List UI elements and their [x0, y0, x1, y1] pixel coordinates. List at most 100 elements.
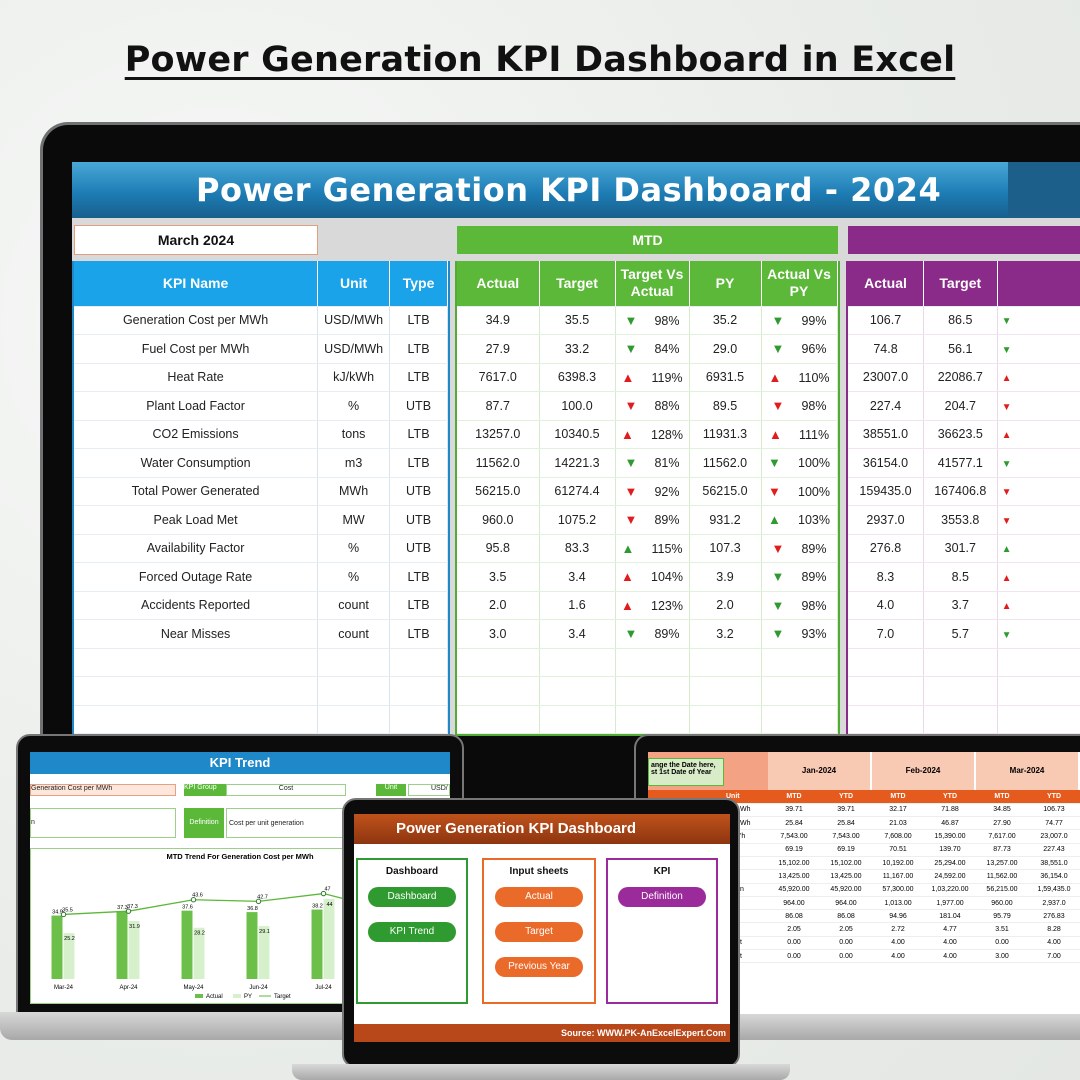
value-cell[interactable]: 15,102.00: [768, 856, 820, 871]
value-cell[interactable]: 46.87: [924, 816, 976, 831]
value-cell[interactable]: 56,215.00: [976, 883, 1028, 897]
value-cell[interactable]: 2.05: [820, 922, 872, 937]
value-cell[interactable]: 74.77: [1028, 816, 1080, 831]
value-cell[interactable]: 36,154.0: [1028, 869, 1080, 884]
kpi-name-cell: CO2 Emissions: [74, 420, 319, 449]
value-cell[interactable]: 1,977.00: [924, 896, 976, 911]
table-row: Forced Outage Rate% LTB: [74, 562, 448, 592]
value-cell[interactable]: 7,608.00: [872, 829, 924, 844]
value-cell[interactable]: 10,192.00: [872, 856, 924, 871]
mtd-target-cell: 3.4: [539, 619, 616, 649]
value-cell[interactable]: 94.96: [872, 909, 924, 924]
triangle-down-icon: ▼: [771, 597, 785, 613]
value-cell[interactable]: 3.00: [976, 949, 1028, 964]
value-cell[interactable]: 4.00: [872, 936, 924, 951]
value-cell[interactable]: 13,425.00: [820, 869, 872, 884]
value-cell[interactable]: 15,102.00: [820, 856, 872, 871]
value-cell[interactable]: 0.00: [820, 936, 872, 951]
value-cell[interactable]: 1,59,435.0: [1028, 883, 1080, 897]
avp-value: 93%: [801, 627, 827, 642]
value-cell[interactable]: 38,551.0: [1028, 856, 1080, 871]
value-cell[interactable]: 45,920.00: [820, 883, 872, 897]
value-cell[interactable]: 2.72: [872, 922, 924, 937]
value-cell[interactable]: 21.03: [872, 816, 924, 831]
x-tick-label: Jun-24: [249, 985, 268, 991]
mtd-tva-cell: ▼ 98%: [615, 306, 690, 335]
triangle-down-icon: ▼: [624, 398, 638, 414]
value-cell[interactable]: 69.19: [768, 843, 820, 857]
value-cell[interactable]: 7,543.00: [820, 829, 872, 844]
value-cell[interactable]: 181.04: [924, 909, 976, 924]
value-cell[interactable]: 15,390.00: [924, 829, 976, 844]
unit-cell: %: [317, 562, 391, 592]
value-cell[interactable]: 106.73: [1028, 803, 1080, 818]
value-cell[interactable]: 57,300.00: [872, 883, 924, 897]
value-cell[interactable]: 8.28: [1028, 922, 1080, 937]
value-cell[interactable]: 11,562.00: [976, 869, 1028, 884]
value-cell[interactable]: 4.00: [1028, 936, 1080, 951]
value-cell[interactable]: 11,167.00: [872, 869, 924, 884]
value-cell[interactable]: 7,617.00: [976, 829, 1028, 844]
value-cell[interactable]: 4.00: [924, 936, 976, 951]
value-cell[interactable]: 45,920.00: [768, 883, 820, 897]
legend-actual: Actual: [206, 994, 223, 1000]
value-cell[interactable]: 2.05: [768, 922, 820, 937]
value-cell[interactable]: 0.00: [768, 936, 820, 951]
value-cell[interactable]: 276.83: [1028, 909, 1080, 924]
value-cell[interactable]: 24,592.00: [924, 869, 976, 884]
value-cell[interactable]: 0.00: [820, 949, 872, 964]
value-cell[interactable]: 4.77: [924, 922, 976, 937]
mtd-tva-cell: ▼ 89%: [615, 619, 690, 649]
value-cell[interactable]: 4.00: [924, 949, 976, 964]
value-cell[interactable]: 23,007.0: [1028, 829, 1080, 844]
nav-button[interactable]: Dashboard: [368, 887, 456, 907]
value-cell[interactable]: 13,425.00: [768, 869, 820, 884]
sub-header: YTD: [820, 790, 872, 804]
value-cell[interactable]: 1,013.00: [872, 896, 924, 911]
value-cell[interactable]: 32.17: [872, 803, 924, 818]
value-cell[interactable]: 3.51: [976, 922, 1028, 937]
value-cell[interactable]: 95.79: [976, 909, 1028, 924]
value-cell[interactable]: 139.70: [924, 843, 976, 857]
kpi-table: KPI Name Unit Type Generation Cost per M…: [72, 261, 450, 736]
legend-py: PY: [244, 994, 252, 1000]
value-cell[interactable]: 2,937.0: [1028, 896, 1080, 911]
value-cell[interactable]: 25.84: [768, 816, 820, 831]
value-cell[interactable]: 0.00: [976, 936, 1028, 951]
nav-button[interactable]: Target: [495, 922, 583, 942]
sub-header-row: Unit MTD YTD MTD YTD MTD YTD: [648, 790, 1080, 804]
value-cell[interactable]: 13,257.00: [976, 856, 1028, 871]
value-cell[interactable]: 964.00: [768, 896, 820, 911]
nav-button[interactable]: Definition: [618, 887, 706, 907]
month-selector[interactable]: March 2024: [74, 225, 318, 255]
value-cell[interactable]: 25,294.00: [924, 856, 976, 871]
value-cell[interactable]: 71.88: [924, 803, 976, 818]
value-cell[interactable]: 964.00: [820, 896, 872, 911]
value-cell[interactable]: 0.00: [768, 949, 820, 964]
value-cell[interactable]: 4.00: [872, 949, 924, 964]
empty-row: [457, 705, 838, 734]
value-cell[interactable]: 7.00: [1028, 949, 1080, 964]
py-bar: [193, 927, 205, 979]
value-cell[interactable]: 39.71: [820, 803, 872, 818]
mtd-py-cell: 3.9: [689, 562, 762, 592]
kpi-select[interactable]: Generation Cost per MWh: [30, 784, 176, 796]
table-row: 11562.0 14221.3 ▼ 81% 11562.0 ▼ 100%: [457, 448, 838, 478]
value-cell[interactable]: 27.90: [976, 816, 1028, 831]
value-cell[interactable]: 86.08: [820, 909, 872, 924]
value-cell[interactable]: 69.19: [820, 843, 872, 857]
nav-button[interactable]: Previous Year: [495, 957, 583, 977]
nav-button[interactable]: Actual: [495, 887, 583, 907]
value-cell[interactable]: 227.43: [1028, 843, 1080, 857]
value-cell[interactable]: 7,543.00: [768, 829, 820, 844]
value-cell[interactable]: 70.51: [872, 843, 924, 857]
value-cell[interactable]: 86.08: [768, 909, 820, 924]
value-cell[interactable]: 87.73: [976, 843, 1028, 857]
value-cell[interactable]: 1,03,220.00: [924, 883, 976, 897]
value-cell[interactable]: 960.00: [976, 896, 1028, 911]
value-cell[interactable]: 39.71: [768, 803, 820, 818]
value-cell[interactable]: 25.84: [820, 816, 872, 831]
nav-button[interactable]: KPI Trend: [368, 922, 456, 942]
empty-cell: [997, 705, 1080, 734]
value-cell[interactable]: 34.85: [976, 803, 1028, 818]
